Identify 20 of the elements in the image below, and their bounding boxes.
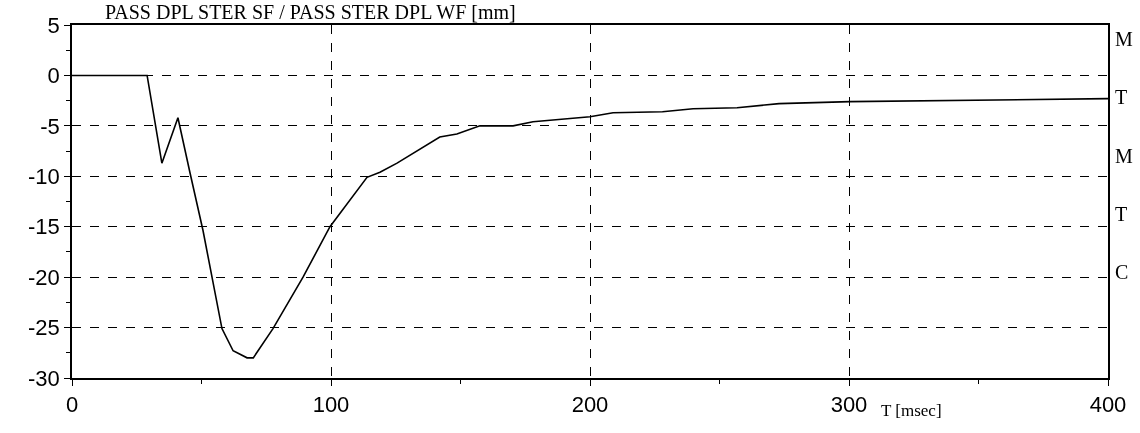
text: M [1115,145,1133,167]
y-tick-label: -30 [28,365,60,391]
y-tick-label: -5 [40,113,60,139]
text: T [1115,86,1128,108]
y-tick-label: 5 [47,12,60,38]
text: M [1115,28,1133,50]
x-tick-label: 400 [1089,392,1127,418]
x-tick-label: 100 [312,392,350,418]
y-tick-label: -15 [28,214,60,240]
y-tick-label: -25 [28,315,60,341]
x-axis-title: T [msec] [881,401,942,420]
y-tick-label: 0 [47,63,60,89]
y-tick-label: -20 [28,264,60,290]
text: T [1115,203,1128,225]
chart-title: PASS DPL STER SF / PASS STER DPL WF [mm] [105,1,516,23]
text: C [1115,261,1129,283]
x-tick-label: 300 [830,392,868,418]
y-tick-label: -10 [28,163,60,189]
x-tick-label: 0 [65,392,79,418]
x-tick-label: 200 [571,392,609,418]
